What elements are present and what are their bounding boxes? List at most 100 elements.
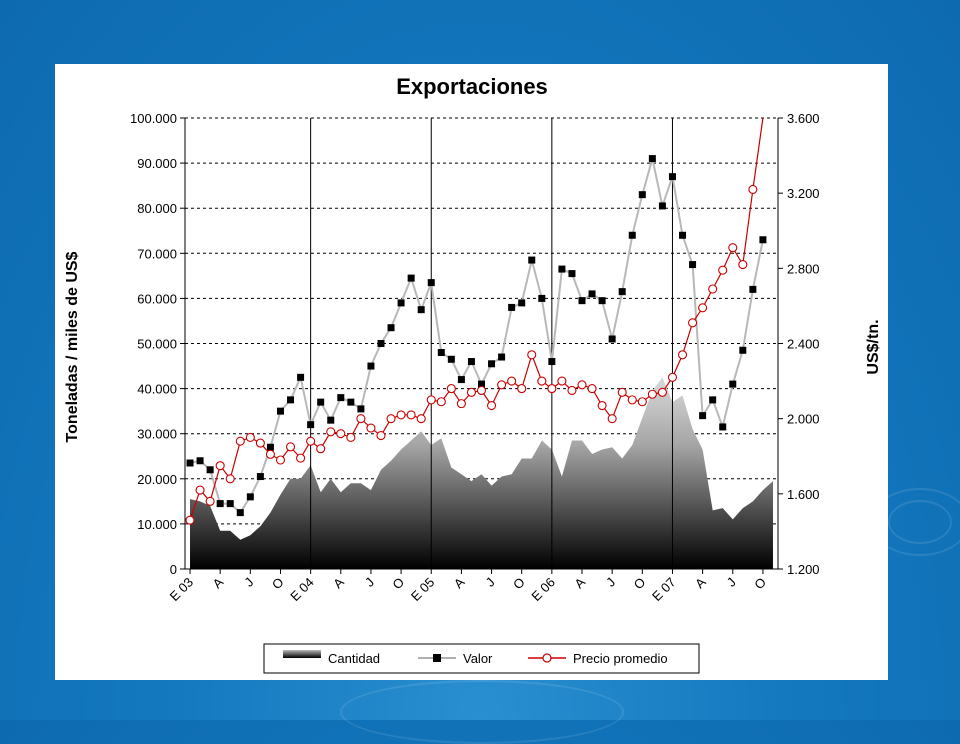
valor-point — [226, 500, 234, 508]
right-tick-label: 3.600 — [787, 111, 820, 126]
valor-point — [709, 396, 717, 404]
valor-point — [186, 459, 194, 467]
right-tick-label: 2.800 — [787, 261, 820, 276]
left-tick-label: 80.000 — [137, 201, 177, 216]
x-tick-label: O — [269, 575, 287, 593]
precio-point — [497, 380, 507, 390]
valor-point — [638, 191, 646, 199]
x-tick-label: O — [631, 575, 649, 593]
valor-point — [558, 265, 566, 273]
valor-point — [457, 376, 465, 384]
right-tick-label: 2.400 — [787, 337, 820, 352]
valor-point — [699, 412, 707, 420]
precio-series-layer — [185, 117, 764, 525]
right-tick-label: 1.600 — [787, 487, 820, 502]
precio-point — [225, 474, 235, 484]
precio-point — [356, 414, 366, 424]
chart-frame: Exportaciones 0 10.000 20.000 30.000 40.000 5… — [55, 64, 888, 680]
precio-point — [587, 384, 597, 394]
valor-point — [367, 362, 375, 370]
legend-label-precio: Precio promedio — [573, 651, 668, 666]
precio-point — [708, 284, 718, 294]
valor-point — [307, 421, 315, 429]
valor-point — [337, 394, 345, 402]
valor-point — [739, 346, 747, 354]
x-tick-label: A — [451, 574, 468, 591]
valor-point — [729, 380, 737, 388]
valor-point — [236, 509, 244, 517]
left-tick-label: 40.000 — [137, 382, 177, 397]
x-axis-ticks: E 03 A J O E 04 A J O E 05 A J O E 06 A J O E 07 A J O — [167, 569, 769, 604]
valor-point — [447, 355, 455, 363]
valor-point — [216, 500, 224, 508]
valor-point — [297, 373, 305, 381]
precio-point — [487, 400, 497, 411]
valor-point — [508, 303, 516, 311]
precio-point — [567, 385, 577, 396]
precio-point — [698, 303, 708, 313]
precio-point — [366, 423, 376, 433]
legend-swatch-precio-marker — [542, 653, 552, 663]
valor-point — [598, 297, 606, 305]
x-tick-label: E 07 — [649, 575, 679, 605]
valor-point — [578, 297, 586, 305]
series-line-valor — [189, 158, 764, 515]
legend-label-cantidad: Cantidad — [328, 651, 380, 666]
valor-point — [327, 416, 335, 424]
year-dividers — [310, 118, 673, 569]
valor-point — [759, 236, 767, 244]
valor-point — [518, 299, 526, 307]
valor-point — [719, 423, 727, 431]
precio-point — [738, 260, 748, 270]
left-tick-label: 50.000 — [137, 337, 177, 352]
valor-point — [528, 256, 536, 264]
precio-point — [296, 453, 306, 463]
x-tick-label: O — [751, 575, 769, 593]
valor-point — [287, 396, 295, 404]
left-axis-ticks: 0 10.000 20.000 30.000 40.000 50.000 60.000 70.… — [130, 111, 185, 577]
valor-point — [276, 407, 284, 415]
precio-point — [336, 429, 346, 439]
x-tick-label: E 06 — [528, 575, 558, 605]
precio-point — [386, 414, 396, 424]
exportaciones-chart: Exportaciones 0 10.000 20.000 30.000 40.000 5… — [64, 74, 882, 674]
precio-point — [627, 395, 637, 405]
precio-point — [235, 436, 245, 446]
valor-point — [548, 358, 556, 366]
valor-point — [246, 493, 254, 501]
series-area-cantidad — [190, 377, 773, 569]
valor-point — [478, 380, 485, 388]
valor-point — [658, 202, 666, 210]
x-tick-label: O — [389, 575, 407, 593]
precio-point — [677, 350, 688, 360]
x-tick-label: J — [724, 575, 739, 590]
precio-point — [255, 438, 265, 448]
valor-point — [317, 398, 325, 406]
precio-point — [265, 449, 275, 459]
precio-point — [326, 427, 336, 437]
valor-point — [417, 306, 425, 314]
right-axis-ticks: 1.200 1.600 2.000 2.400 2.800 3.200 3.600 — [778, 111, 820, 577]
precio-point — [346, 432, 356, 443]
series-line-precio — [189, 117, 764, 521]
valor-point — [488, 360, 496, 368]
left-tick-label: 70.000 — [137, 246, 177, 261]
valor-point — [648, 155, 656, 163]
precio-point — [436, 397, 446, 407]
left-tick-label: 90.000 — [137, 156, 177, 171]
precio-point — [476, 385, 487, 396]
left-tick-label: 10.000 — [137, 517, 177, 532]
valor-point — [538, 294, 546, 302]
x-tick-label: J — [362, 575, 377, 590]
right-axis-title: US$/tn. — [865, 319, 882, 374]
precio-point — [507, 376, 517, 386]
precio-point — [245, 432, 255, 443]
legend: Cantidad Valor Precio promedio — [263, 643, 700, 674]
precio-point — [517, 384, 527, 394]
precio-point — [195, 485, 205, 495]
valor-point — [196, 457, 204, 465]
valor-point — [407, 274, 415, 282]
x-tick-label: E 05 — [408, 575, 438, 605]
legend-label-valor: Valor — [463, 651, 493, 666]
right-tick-label: 1.200 — [787, 562, 820, 577]
